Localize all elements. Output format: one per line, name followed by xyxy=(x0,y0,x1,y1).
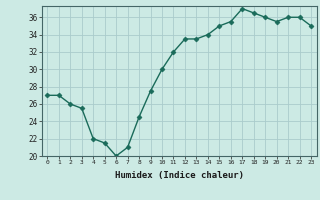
X-axis label: Humidex (Indice chaleur): Humidex (Indice chaleur) xyxy=(115,171,244,180)
